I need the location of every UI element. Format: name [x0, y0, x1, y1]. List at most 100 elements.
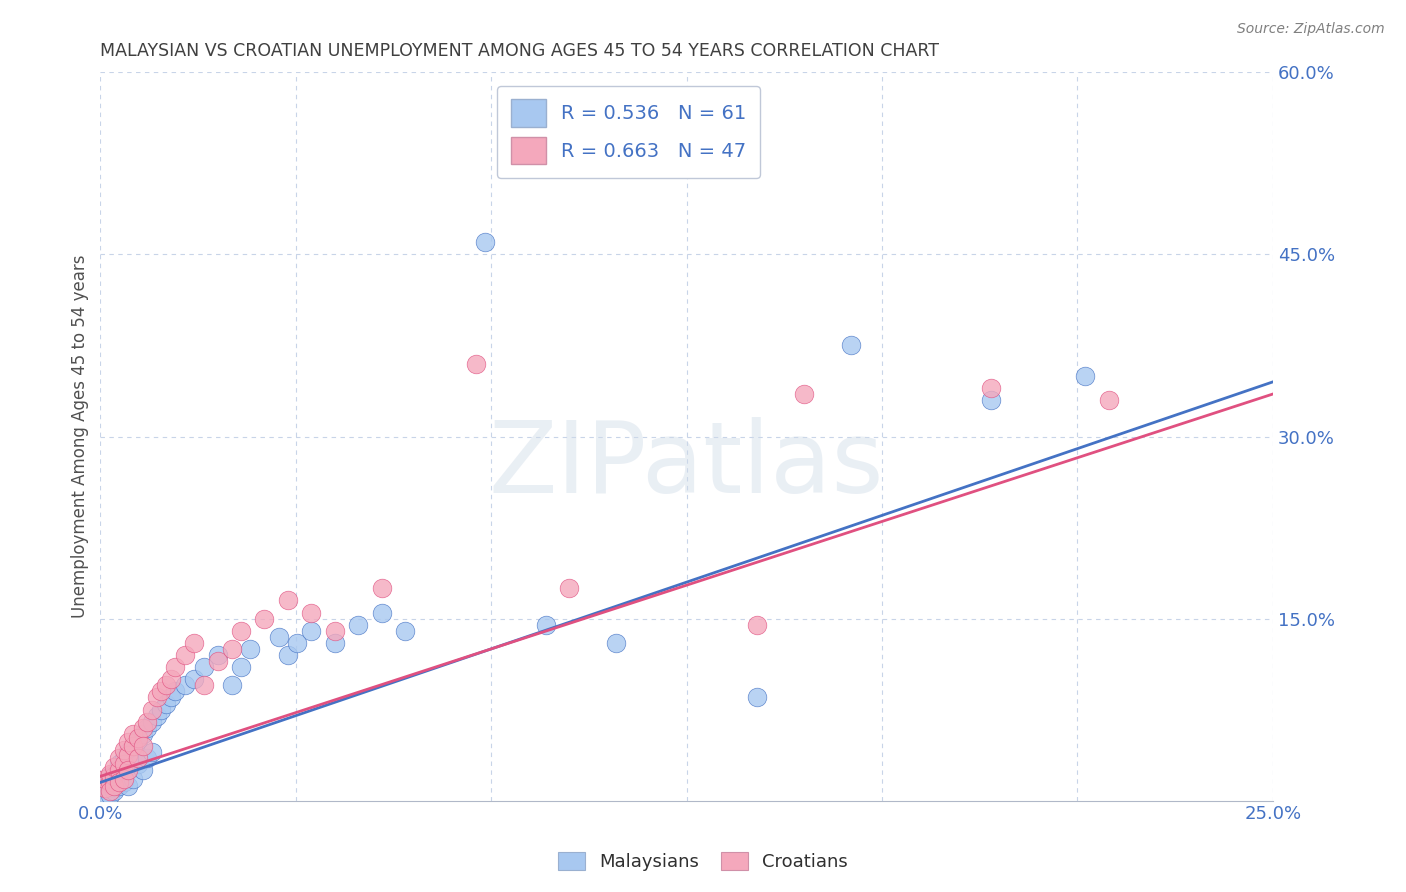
Point — [980, 381, 1002, 395]
Point — [605, 636, 627, 650]
Point — [371, 606, 394, 620]
Point — [108, 751, 131, 765]
Point — [127, 751, 149, 765]
Point — [299, 606, 322, 620]
Point — [155, 678, 177, 692]
Point — [108, 764, 131, 778]
Point — [94, 775, 117, 789]
Point — [323, 624, 346, 638]
Point — [108, 772, 131, 786]
Point — [108, 764, 131, 778]
Point — [112, 775, 135, 789]
Point — [117, 779, 139, 793]
Point — [558, 581, 581, 595]
Point — [141, 703, 163, 717]
Point — [94, 772, 117, 786]
Point — [229, 660, 252, 674]
Point — [141, 745, 163, 759]
Point — [122, 727, 145, 741]
Point — [94, 781, 117, 796]
Point — [229, 624, 252, 638]
Point — [299, 624, 322, 638]
Point — [534, 617, 557, 632]
Point — [131, 764, 153, 778]
Point — [127, 757, 149, 772]
Legend: R = 0.536   N = 61, R = 0.663   N = 47: R = 0.536 N = 61, R = 0.663 N = 47 — [496, 86, 761, 178]
Point — [103, 759, 125, 773]
Point — [145, 708, 167, 723]
Point — [117, 764, 139, 778]
Point — [371, 581, 394, 595]
Point — [745, 617, 768, 632]
Legend: Malaysians, Croatians: Malaysians, Croatians — [551, 845, 855, 879]
Point — [117, 745, 139, 759]
Point — [193, 678, 215, 692]
Point — [141, 714, 163, 729]
Point — [112, 772, 135, 786]
Point — [173, 678, 195, 692]
Point — [277, 648, 299, 662]
Point — [207, 654, 229, 668]
Point — [122, 739, 145, 753]
Point — [122, 772, 145, 786]
Point — [122, 751, 145, 765]
Point — [165, 684, 187, 698]
Text: ZIPatlas: ZIPatlas — [489, 417, 884, 514]
Point — [108, 779, 131, 793]
Point — [221, 678, 243, 692]
Point — [323, 636, 346, 650]
Point — [980, 393, 1002, 408]
Point — [103, 784, 125, 798]
Point — [117, 735, 139, 749]
Point — [285, 636, 308, 650]
Point — [150, 703, 173, 717]
Point — [221, 641, 243, 656]
Point — [474, 235, 496, 250]
Point — [347, 617, 370, 632]
Point — [131, 727, 153, 741]
Point — [145, 690, 167, 705]
Point — [136, 751, 159, 765]
Point — [98, 784, 121, 798]
Text: MALAYSIAN VS CROATIAN UNEMPLOYMENT AMONG AGES 45 TO 54 YEARS CORRELATION CHART: MALAYSIAN VS CROATIAN UNEMPLOYMENT AMONG… — [100, 42, 939, 60]
Point — [108, 775, 131, 789]
Point — [112, 769, 135, 783]
Point — [112, 759, 135, 773]
Point — [98, 767, 121, 781]
Point — [464, 357, 486, 371]
Point — [122, 739, 145, 753]
Point — [745, 690, 768, 705]
Point — [117, 747, 139, 762]
Point — [103, 779, 125, 793]
Point — [136, 714, 159, 729]
Point — [103, 767, 125, 781]
Point — [239, 641, 262, 656]
Point — [1074, 368, 1097, 383]
Point — [112, 757, 135, 772]
Point — [1098, 393, 1121, 408]
Point — [94, 781, 117, 796]
Point — [98, 784, 121, 798]
Point — [173, 648, 195, 662]
Point — [112, 742, 135, 756]
Point — [793, 387, 815, 401]
Point — [193, 660, 215, 674]
Point — [103, 781, 125, 796]
Point — [155, 697, 177, 711]
Point — [98, 769, 121, 783]
Point — [253, 611, 276, 625]
Point — [165, 660, 187, 674]
Y-axis label: Unemployment Among Ages 45 to 54 years: Unemployment Among Ages 45 to 54 years — [72, 255, 89, 618]
Point — [103, 769, 125, 783]
Point — [183, 636, 205, 650]
Point — [267, 630, 290, 644]
Point — [839, 338, 862, 352]
Point — [127, 731, 149, 745]
Point — [98, 772, 121, 786]
Point — [131, 739, 153, 753]
Point — [98, 788, 121, 802]
Point — [207, 648, 229, 662]
Point — [159, 690, 181, 705]
Text: Source: ZipAtlas.com: Source: ZipAtlas.com — [1237, 22, 1385, 37]
Point — [98, 775, 121, 789]
